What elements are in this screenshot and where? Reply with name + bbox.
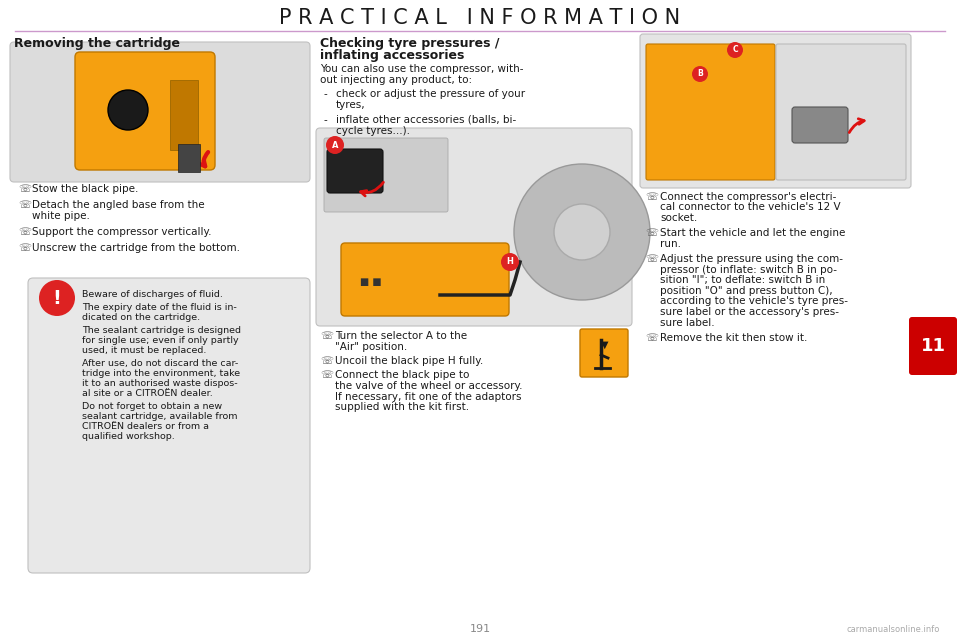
Text: ☏: ☏	[18, 184, 31, 194]
Text: used, it must be replaced.: used, it must be replaced.	[82, 346, 206, 355]
FancyBboxPatch shape	[580, 329, 628, 377]
Text: white pipe.: white pipe.	[32, 211, 90, 221]
Text: sure label.: sure label.	[660, 317, 714, 328]
FancyBboxPatch shape	[28, 278, 310, 573]
Circle shape	[692, 66, 708, 82]
Text: Do not forget to obtain a new: Do not forget to obtain a new	[82, 402, 222, 411]
FancyBboxPatch shape	[640, 34, 911, 188]
Text: After use, do not discard the car-: After use, do not discard the car-	[82, 359, 238, 368]
Circle shape	[554, 204, 610, 260]
Text: sealant cartridge, available from: sealant cartridge, available from	[82, 412, 237, 421]
Text: socket.: socket.	[660, 213, 697, 223]
FancyBboxPatch shape	[327, 149, 383, 193]
Text: inflate other accessories (balls, bi-: inflate other accessories (balls, bi-	[336, 115, 516, 125]
Text: supplied with the kit first.: supplied with the kit first.	[335, 402, 469, 412]
Text: inflating accessories: inflating accessories	[320, 49, 465, 62]
Text: Beware of discharges of fluid.: Beware of discharges of fluid.	[82, 290, 223, 299]
Circle shape	[326, 136, 344, 154]
Text: Adjust the pressure using the com-: Adjust the pressure using the com-	[660, 255, 843, 264]
Text: CITROËN dealers or from a: CITROËN dealers or from a	[82, 422, 209, 431]
Text: Detach the angled base from the: Detach the angled base from the	[32, 200, 204, 210]
Text: Support the compressor vertically.: Support the compressor vertically.	[32, 227, 211, 237]
Text: If necessary, fit one of the adaptors: If necessary, fit one of the adaptors	[335, 392, 521, 401]
FancyBboxPatch shape	[324, 138, 448, 212]
Text: C: C	[732, 45, 738, 54]
Text: pressor (to inflate: switch B in po-: pressor (to inflate: switch B in po-	[660, 265, 837, 275]
Text: ☏: ☏	[645, 333, 658, 343]
Text: ☏: ☏	[18, 200, 31, 210]
Text: qualified workshop.: qualified workshop.	[82, 432, 175, 441]
Text: Connect the compressor's electri-: Connect the compressor's electri-	[660, 192, 836, 202]
Bar	[170, 80, 198, 150]
Text: ☏: ☏	[645, 228, 658, 239]
Text: for single use; even if only partly: for single use; even if only partly	[82, 336, 239, 345]
Text: -: -	[324, 89, 327, 99]
Text: the valve of the wheel or accessory.: the valve of the wheel or accessory.	[335, 381, 522, 391]
FancyBboxPatch shape	[792, 107, 848, 143]
Circle shape	[501, 253, 519, 271]
Text: Unscrew the cartridge from the bottom.: Unscrew the cartridge from the bottom.	[32, 243, 240, 253]
FancyBboxPatch shape	[10, 42, 310, 182]
Text: check or adjust the pressure of your: check or adjust the pressure of your	[336, 89, 525, 99]
Circle shape	[108, 90, 148, 130]
Text: ☏: ☏	[320, 331, 333, 341]
Circle shape	[514, 164, 650, 300]
Text: ■ ■: ■ ■	[360, 277, 382, 287]
FancyBboxPatch shape	[909, 317, 957, 375]
Text: carmanualsonline.info: carmanualsonline.info	[847, 625, 940, 634]
Text: 191: 191	[469, 624, 491, 634]
Text: it to an authorised waste dispos-: it to an authorised waste dispos-	[82, 379, 238, 388]
Text: Removing the cartridge: Removing the cartridge	[14, 37, 180, 50]
Text: sition "I"; to deflate: switch B in: sition "I"; to deflate: switch B in	[660, 275, 826, 285]
Text: dicated on the cartridge.: dicated on the cartridge.	[82, 313, 200, 322]
Text: H: H	[507, 257, 514, 266]
Text: cal connector to the vehicle's 12 V: cal connector to the vehicle's 12 V	[660, 202, 841, 212]
FancyBboxPatch shape	[646, 44, 775, 180]
Text: cycle tyres...).: cycle tyres...).	[336, 126, 410, 136]
Text: "Air" position.: "Air" position.	[335, 342, 407, 351]
FancyBboxPatch shape	[776, 44, 906, 180]
Circle shape	[39, 280, 75, 316]
Text: 11: 11	[921, 337, 946, 355]
Circle shape	[727, 42, 743, 58]
Text: tyres,: tyres,	[336, 100, 366, 110]
Text: -: -	[324, 115, 327, 125]
Text: ☏: ☏	[320, 356, 333, 366]
FancyBboxPatch shape	[341, 243, 509, 316]
Text: ▼: ▼	[601, 340, 609, 350]
Text: run.: run.	[660, 239, 681, 249]
Text: Connect the black pipe to: Connect the black pipe to	[335, 371, 469, 381]
Text: ☏: ☏	[645, 255, 658, 264]
Text: You can also use the compressor, with-: You can also use the compressor, with-	[320, 64, 523, 74]
Text: Checking tyre pressures /: Checking tyre pressures /	[320, 37, 499, 50]
Text: Turn the selector A to the: Turn the selector A to the	[335, 331, 468, 341]
Text: Stow the black pipe.: Stow the black pipe.	[32, 184, 138, 194]
Text: al site or a CITROËN dealer.: al site or a CITROËN dealer.	[82, 389, 213, 398]
Text: !: !	[53, 289, 61, 307]
Text: A: A	[332, 141, 338, 150]
Text: The expiry date of the fluid is in-: The expiry date of the fluid is in-	[82, 303, 237, 312]
Text: out injecting any product, to:: out injecting any product, to:	[320, 75, 472, 85]
Text: Uncoil the black pipe H fully.: Uncoil the black pipe H fully.	[335, 356, 483, 366]
Text: The sealant cartridge is designed: The sealant cartridge is designed	[82, 326, 241, 335]
Bar	[178, 144, 200, 172]
Text: ☏: ☏	[18, 227, 31, 237]
FancyBboxPatch shape	[75, 52, 215, 170]
Text: Start the vehicle and let the engine: Start the vehicle and let the engine	[660, 228, 846, 239]
Text: Remove the kit then stow it.: Remove the kit then stow it.	[660, 333, 807, 343]
Text: ☏: ☏	[18, 243, 31, 253]
FancyBboxPatch shape	[316, 128, 632, 326]
Text: according to the vehicle's tyre pres-: according to the vehicle's tyre pres-	[660, 296, 848, 307]
Text: P R A C T I C A L   I N F O R M A T I O N: P R A C T I C A L I N F O R M A T I O N	[279, 8, 681, 28]
Text: sure label or the accessory's pres-: sure label or the accessory's pres-	[660, 307, 839, 317]
Text: ☏: ☏	[645, 192, 658, 202]
Text: B: B	[697, 70, 703, 79]
Text: position "O" and press button C),: position "O" and press button C),	[660, 286, 832, 296]
Text: ☏: ☏	[320, 371, 333, 381]
Text: tridge into the environment, take: tridge into the environment, take	[82, 369, 240, 378]
